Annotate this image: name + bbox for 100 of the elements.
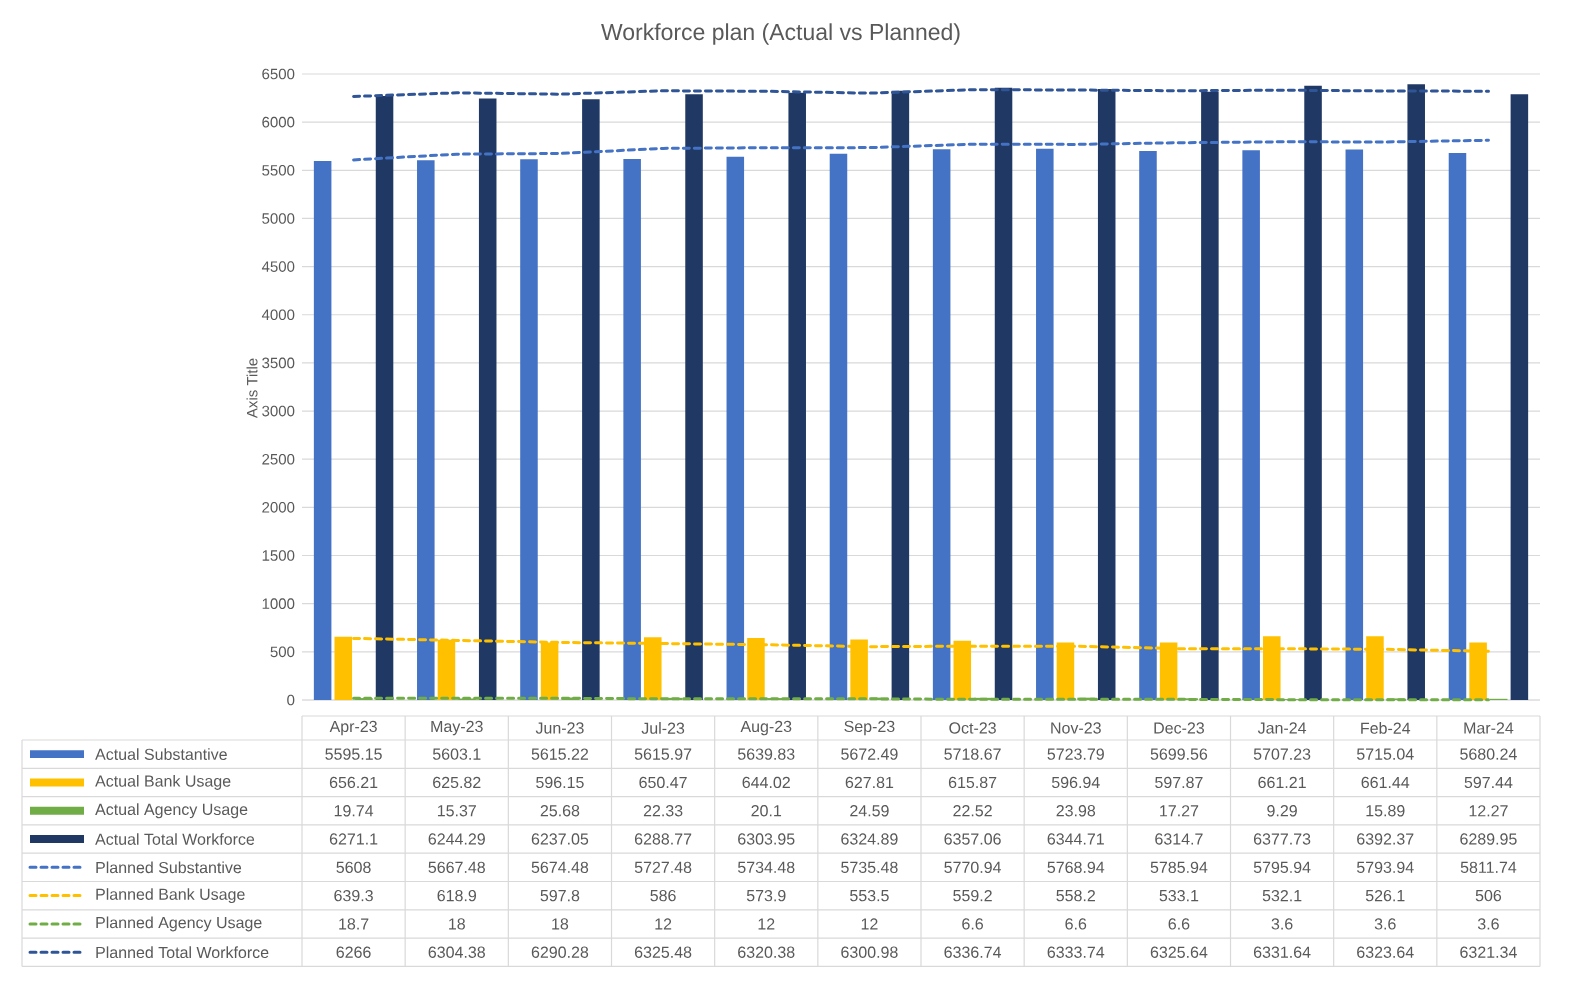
data-label: 9.29 <box>1267 805 1297 817</box>
data-label: 17.27 <box>1160 805 1199 817</box>
x-tick-label: Oct-23 <box>949 722 996 734</box>
data-label: 639.3 <box>334 889 373 902</box>
data-label: 5615.22 <box>531 748 589 760</box>
y-tick-label: 2500 <box>262 453 295 465</box>
data-label: 5723.79 <box>1047 748 1104 760</box>
data-label: 12 <box>655 918 672 930</box>
legend-label: Actual Bank Usage <box>95 774 231 790</box>
data-label: 15.89 <box>1366 805 1405 817</box>
chart-title: Workforce plan (Actual vs Planned) <box>601 23 960 45</box>
data-label: 5667.48 <box>428 861 485 874</box>
x-tick-label: Apr-23 <box>329 720 377 736</box>
data-label: 6289.95 <box>1460 833 1517 845</box>
legend-label: Planned Agency Usage <box>96 916 262 932</box>
data-label: 6266 <box>336 946 371 958</box>
data-label: 596.94 <box>1051 776 1100 789</box>
data-label: 6314.7 <box>1155 833 1203 845</box>
data-label: 6304.38 <box>428 946 485 958</box>
data-label: 24.59 <box>850 805 889 817</box>
x-tick-label: May-23 <box>431 720 483 736</box>
data-label: 18.7 <box>339 918 369 930</box>
x-tick-label: Sep-23 <box>844 720 895 736</box>
legend-label: Planned Substantive <box>96 861 242 874</box>
data-label: 5707.23 <box>1253 748 1311 760</box>
data-label: 3.6 <box>1477 918 1499 930</box>
legend-label: Planned Bank Usage <box>96 888 245 904</box>
data-label: 5680.24 <box>1460 748 1517 760</box>
legend-label: Actual Total Workforce <box>95 833 255 845</box>
data-label: 6325.48 <box>634 946 692 958</box>
data-label: 5795.94 <box>1253 861 1311 874</box>
data-label: 5672.49 <box>841 748 898 760</box>
data-label: 5608 <box>336 861 371 874</box>
data-label: 15.37 <box>437 805 476 817</box>
data-label: 532.1 <box>1262 889 1302 902</box>
data-label: 5811.74 <box>1460 861 1517 874</box>
y-tick-label: 3500 <box>262 357 295 369</box>
data-label: 5718.67 <box>944 748 1001 760</box>
data-label: 6290.28 <box>531 946 589 958</box>
x-tick-label: Dec-23 <box>1154 722 1204 734</box>
data-label: 644.02 <box>742 776 790 789</box>
y-tick-label: 2000 <box>262 502 295 513</box>
y-tick-label: 3000 <box>262 405 295 417</box>
data-label: 6333.74 <box>1047 946 1105 958</box>
data-label: 5770.94 <box>944 861 1002 874</box>
data-label: 6344.71 <box>1047 833 1104 845</box>
data-label: 5674.48 <box>531 861 589 874</box>
legend-label: Actual Agency Usage <box>95 803 248 819</box>
data-label: 625.82 <box>433 776 481 789</box>
data-label: 5793.94 <box>1356 861 1414 874</box>
data-label: 6.6 <box>962 918 983 930</box>
y-tick-label: 1500 <box>262 550 295 561</box>
y-tick-label: 0 <box>287 694 295 706</box>
x-tick-label: Feb-24 <box>1361 722 1411 734</box>
data-label: 20.1 <box>751 805 782 817</box>
data-label: 533.1 <box>1159 889 1199 902</box>
data-label: 5785.94 <box>1150 861 1208 874</box>
data-label: 627.81 <box>845 776 894 789</box>
data-label: 553.5 <box>850 889 889 902</box>
data-label: 25.68 <box>540 805 580 817</box>
data-label: 5699.56 <box>1150 748 1208 760</box>
data-label: 6323.64 <box>1357 946 1414 958</box>
legend-label: Planned Total Workforce <box>96 946 269 959</box>
y-axis-title: Axis Title <box>246 358 258 419</box>
x-tick-label: Nov-23 <box>1051 722 1101 734</box>
y-tick-label: 4000 <box>261 309 295 321</box>
data-label: 6331.64 <box>1253 946 1311 958</box>
data-label: 558.2 <box>1056 889 1095 902</box>
data-label: 12 <box>861 918 878 930</box>
data-label: 6244.29 <box>428 833 485 845</box>
data-label: 6.6 <box>1065 918 1087 930</box>
y-tick-label: 5000 <box>262 213 295 224</box>
data-label: 573.9 <box>746 889 786 902</box>
x-tick-label: Aug-23 <box>740 720 792 736</box>
data-label: 6288.77 <box>634 833 692 845</box>
data-label: 5735.48 <box>841 861 898 874</box>
y-tick-label: 6000 <box>262 116 295 128</box>
data-label: 656.21 <box>329 776 378 789</box>
data-label: 12.27 <box>1469 805 1508 817</box>
x-tick-label: Mar-24 <box>1464 722 1514 734</box>
y-tick-label: 500 <box>270 646 295 658</box>
legend-label: Actual Substantive <box>95 748 227 760</box>
x-tick-label: Jun-23 <box>535 722 584 734</box>
data-label: 596.15 <box>536 776 584 789</box>
y-tick-label: 1000 <box>262 598 295 609</box>
data-label: 6.6 <box>1168 918 1190 930</box>
data-label: 6325.64 <box>1150 946 1208 958</box>
data-label: 559.2 <box>953 889 992 902</box>
data-label: 650.47 <box>639 776 687 789</box>
data-label: 3.6 <box>1271 918 1293 930</box>
data-label: 506 <box>1475 889 1502 902</box>
data-label: 597.44 <box>1464 776 1513 789</box>
data-label: 5615.97 <box>634 748 692 760</box>
data-label: 5715.04 <box>1356 748 1414 760</box>
data-label: 18 <box>449 918 465 930</box>
data-label: 5727.48 <box>634 861 692 874</box>
y-tick-label: 5500 <box>262 164 295 176</box>
data-label: 6357.06 <box>944 833 1001 845</box>
data-label: 618.9 <box>437 889 477 902</box>
data-label: 6321.34 <box>1460 946 1517 958</box>
